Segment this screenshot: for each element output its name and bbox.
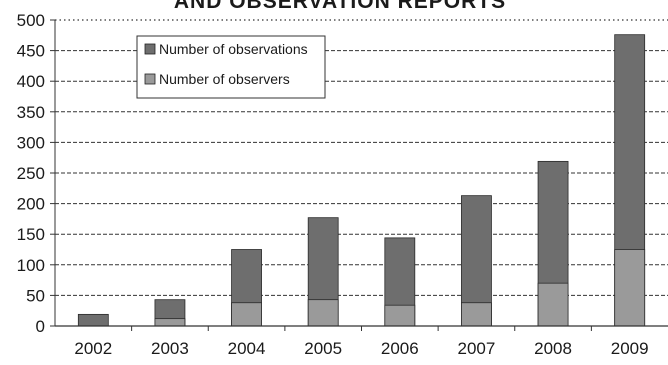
y-tick-label: 0 (36, 317, 45, 336)
bar-observers (307, 299, 339, 327)
x-tick-label: 2006 (381, 339, 419, 358)
bar-observers (154, 318, 186, 327)
y-tick-label: 150 (17, 225, 45, 244)
bar-observers (537, 282, 569, 327)
x-tick-label: 2008 (534, 339, 572, 358)
y-axis: 0 50 100 150 200 250 300 350 400 450 500 (17, 11, 56, 336)
x-tick-label: 2007 (458, 339, 496, 358)
y-tick-label: 250 (17, 164, 45, 183)
bar-observers (461, 302, 492, 327)
y-tick-label: 450 (17, 42, 45, 61)
y-tick-label: 200 (17, 195, 45, 214)
gridlines (55, 19, 668, 296)
legend-swatch-observations (144, 43, 156, 55)
x-tick-label: 2009 (611, 339, 649, 358)
x-tick-label: 2003 (151, 339, 189, 358)
x-tick-label: 2005 (304, 339, 342, 358)
y-tick-label: 350 (17, 103, 45, 122)
legend-swatch-observers (144, 73, 156, 85)
x-axis: 2002 2003 2004 2005 2006 2007 2008 2009 (55, 325, 668, 358)
bar-observers (614, 249, 646, 327)
legend-label-observations: Number of observations (159, 41, 308, 57)
y-tick-label: 500 (17, 11, 45, 30)
legend-label-observers: Number of observers (159, 71, 290, 87)
chart-title: AND OBSERVATION REPORTS (174, 0, 506, 13)
x-tick-label: 2004 (228, 339, 266, 358)
bar-observers (231, 302, 262, 327)
y-tick-label: 300 (17, 133, 45, 152)
y-tick-label: 100 (17, 256, 45, 275)
legend: Number of observations Number of observe… (136, 35, 326, 99)
bar-observations (77, 313, 109, 327)
y-tick-label: 400 (17, 72, 45, 91)
y-tick-label: 50 (26, 286, 45, 305)
x-tick-label: 2002 (74, 339, 112, 358)
legend-box (136, 35, 326, 99)
bar-observers (384, 304, 416, 327)
